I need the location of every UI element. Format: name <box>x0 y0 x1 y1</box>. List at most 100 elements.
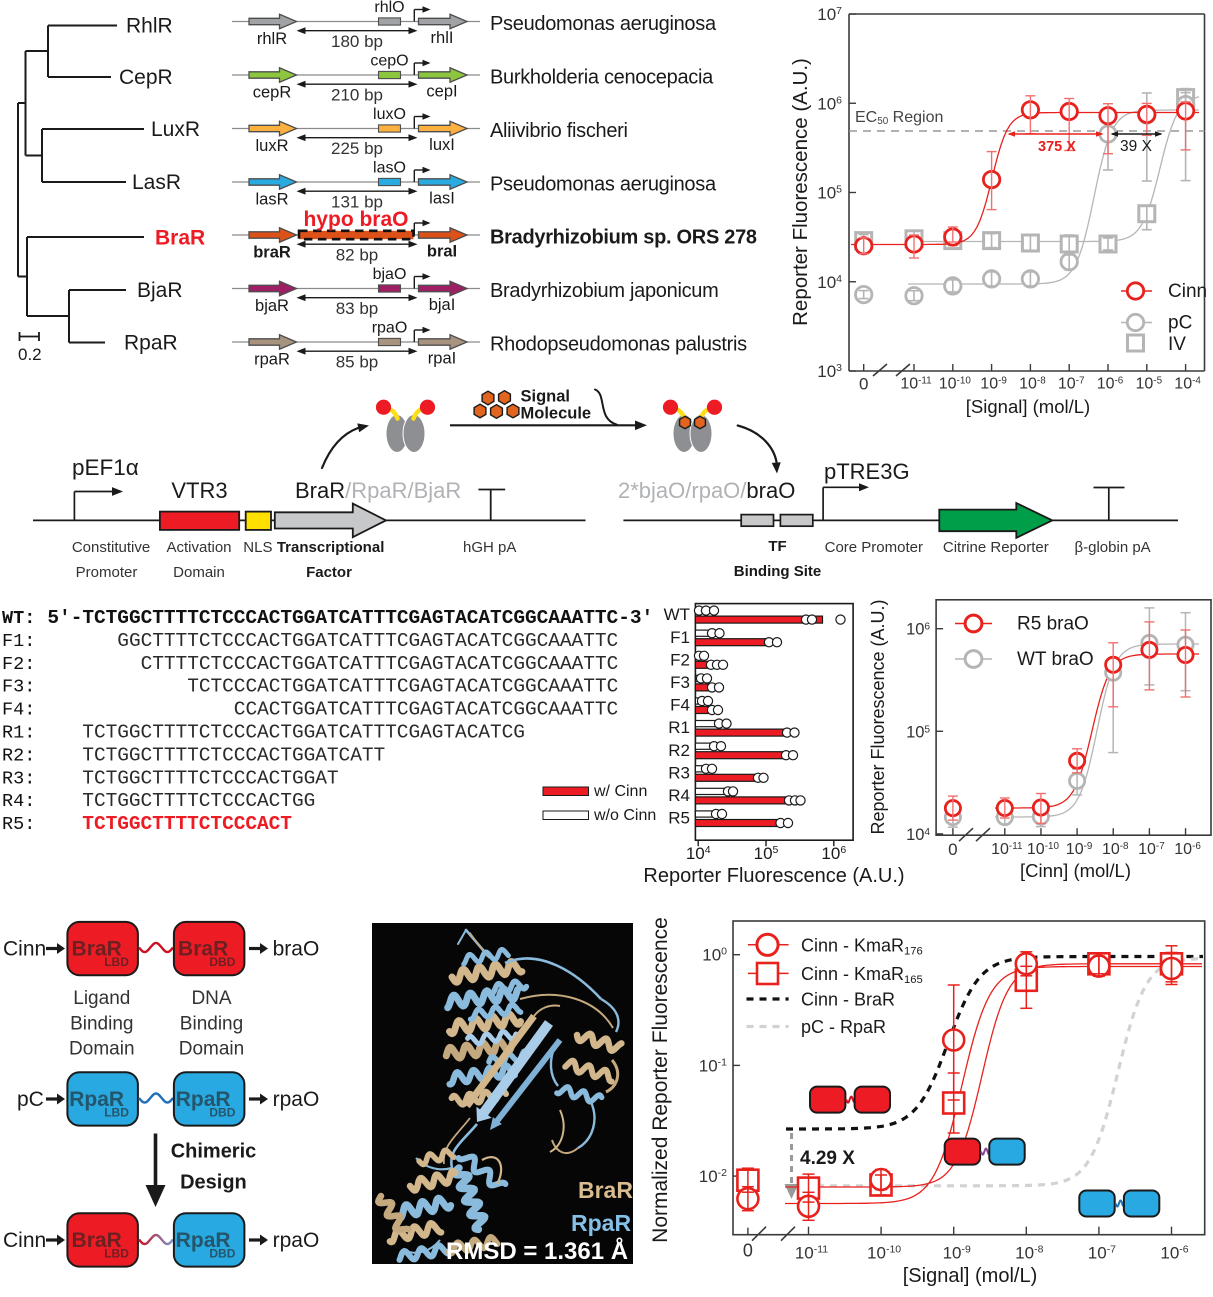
svg-text:Pseudomonas aeruginosa: Pseudomonas aeruginosa <box>490 13 717 35</box>
svg-text:0.2: 0.2 <box>18 345 42 364</box>
svg-text:106: 106 <box>817 94 842 113</box>
svg-text:0: 0 <box>948 840 957 859</box>
svg-text:104: 104 <box>686 844 711 863</box>
svg-text:104: 104 <box>817 273 842 292</box>
svg-text:braR: braR <box>253 244 291 262</box>
svg-text:Aliivibrio fischeri: Aliivibrio fischeri <box>490 120 628 142</box>
svg-text:F2:: F2: <box>2 654 35 675</box>
svg-text:106: 106 <box>906 621 930 639</box>
svg-text:braO: braO <box>273 938 320 961</box>
svg-text:DNA: DNA <box>191 988 231 1009</box>
svg-text:RpaR: RpaR <box>69 1088 124 1111</box>
svg-text:107: 107 <box>817 5 842 24</box>
svg-text:[Signal] (mol/L): [Signal] (mol/L) <box>903 1265 1038 1287</box>
svg-text:105: 105 <box>817 184 842 203</box>
svg-text:R5:: R5: <box>2 814 35 835</box>
svg-text:4.29 X: 4.29 X <box>800 1148 855 1169</box>
svg-text:R1: R1 <box>668 718 690 737</box>
svg-text:100: 100 <box>702 946 727 965</box>
svg-text:180 bp: 180 bp <box>331 32 383 51</box>
svg-text:β-globin pA: β-globin pA <box>1075 539 1151 556</box>
svg-text:0: 0 <box>743 1241 753 1261</box>
svg-text:DBD: DBD <box>209 1106 235 1120</box>
svg-text:TF: TF <box>768 538 786 555</box>
svg-text:Factor: Factor <box>306 564 352 581</box>
svg-text:BraR: BraR <box>578 1177 633 1203</box>
svg-text:braI: braI <box>427 243 457 261</box>
svg-text:luxO: luxO <box>373 106 406 123</box>
svg-text:Binding: Binding <box>70 1013 133 1034</box>
svg-text:rhlI: rhlI <box>431 29 454 47</box>
svg-text:R2:: R2: <box>2 745 35 766</box>
svg-text:luxI: luxI <box>429 136 455 154</box>
svg-text:pEF1α: pEF1α <box>72 455 139 480</box>
svg-text:pC: pC <box>17 1088 44 1111</box>
svg-text:Ligand: Ligand <box>73 988 130 1009</box>
svg-text:CepR: CepR <box>119 66 173 89</box>
svg-text:106: 106 <box>821 844 846 863</box>
svg-text:BraR: BraR <box>72 938 122 961</box>
svg-text:85 bp: 85 bp <box>336 353 379 372</box>
svg-text:Reporter Fluorescence (A.U.): Reporter Fluorescence (A.U.) <box>789 58 812 326</box>
svg-text:83 bp: 83 bp <box>336 299 379 318</box>
svg-text:RpaR: RpaR <box>176 1088 231 1111</box>
svg-text:105: 105 <box>754 844 779 863</box>
svg-text:cepI: cepI <box>426 83 457 101</box>
svg-text:Molecule: Molecule <box>521 405 592 423</box>
svg-text:BraR: BraR <box>178 938 228 961</box>
svg-text:Core Promoter: Core Promoter <box>825 539 923 556</box>
svg-text:5'-TCTGGCTTTTCTCCCACTGGATCATTT: 5'-TCTGGCTTTTCTCCCACTGGATCATTTCGAGTACATC… <box>47 607 653 629</box>
svg-text:IV: IV <box>1168 334 1186 355</box>
svg-text:lasR: lasR <box>255 191 288 209</box>
svg-text:Cinn: Cinn <box>1168 281 1207 302</box>
svg-text:pC - RpaR: pC - RpaR <box>801 1017 886 1037</box>
svg-text:210 bp: 210 bp <box>331 86 383 105</box>
svg-text:TCTCCCACTGGATCATTTCGAGTACATCGG: TCTCCCACTGGATCATTTCGAGTACATCGGCAAATTC <box>187 676 618 698</box>
svg-text:BjaR: BjaR <box>137 279 183 302</box>
svg-text:RhlR: RhlR <box>126 15 173 38</box>
svg-text:luxR: luxR <box>255 137 288 155</box>
svg-text:F3:: F3: <box>2 677 35 698</box>
svg-text:NLS: NLS <box>243 539 272 556</box>
svg-text:0: 0 <box>859 375 868 394</box>
svg-text:TCTGGCTTTTCTCCCACTGG: TCTGGCTTTTCTCCCACTGG <box>82 790 315 812</box>
svg-text:F4: F4 <box>670 696 690 715</box>
svg-text:103: 103 <box>817 362 842 381</box>
svg-text:R4: R4 <box>668 786 690 805</box>
svg-text:R3:: R3: <box>2 768 35 789</box>
svg-text:RpaR: RpaR <box>176 1229 231 1252</box>
svg-text:LasR: LasR <box>132 171 181 194</box>
svg-text:w/ Cinn: w/ Cinn <box>593 783 647 800</box>
svg-text:lasI: lasI <box>429 190 455 208</box>
svg-text:bjaR: bjaR <box>255 297 289 315</box>
svg-text:Bradyrhizobium japonicum: Bradyrhizobium japonicum <box>490 280 718 302</box>
svg-text:375 X: 375 X <box>1038 139 1076 155</box>
svg-text:R1:: R1: <box>2 723 35 744</box>
svg-text:rpaR: rpaR <box>254 351 290 369</box>
svg-text:WT: WT <box>664 605 690 624</box>
svg-text:Bradyrhizobium sp. ORS 278: Bradyrhizobium sp. ORS 278 <box>490 226 757 248</box>
svg-text:rpaO: rpaO <box>372 320 408 337</box>
svg-text:Pseudomonas aeruginosa: Pseudomonas aeruginosa <box>490 173 717 195</box>
svg-text:[Signal] (mol/L): [Signal] (mol/L) <box>966 396 1090 417</box>
svg-text:WT:: WT: <box>2 608 35 629</box>
svg-text:Activation: Activation <box>166 539 231 556</box>
svg-text:LBD: LBD <box>104 1106 129 1120</box>
svg-text:rpaO: rpaO <box>273 1229 320 1252</box>
svg-text:104: 104 <box>906 826 930 844</box>
svg-text:82 bp: 82 bp <box>336 246 379 265</box>
svg-text:R5: R5 <box>668 809 690 828</box>
svg-text:bjaO: bjaO <box>373 266 407 283</box>
svg-text:bjaI: bjaI <box>429 296 456 314</box>
svg-text:Cinn - KmaR165: Cinn - KmaR165 <box>801 964 923 986</box>
svg-text:Binding Site: Binding Site <box>734 563 822 580</box>
svg-text:hGH pA: hGH pA <box>463 539 516 556</box>
svg-text:BraR: BraR <box>72 1229 122 1252</box>
svg-text:Citrine Reporter: Citrine Reporter <box>943 539 1049 556</box>
svg-text:Constitutive: Constitutive <box>72 539 150 556</box>
svg-text:CTTTTCTCCCACTGGATCATTTCGAGTACA: CTTTTCTCCCACTGGATCATTTCGAGTACATCGGCAAATT… <box>141 653 619 675</box>
svg-text:F1: F1 <box>670 628 690 647</box>
svg-text:225 bp: 225 bp <box>331 139 383 158</box>
svg-text:lasO: lasO <box>373 160 406 177</box>
svg-text:DBD: DBD <box>209 1247 235 1261</box>
